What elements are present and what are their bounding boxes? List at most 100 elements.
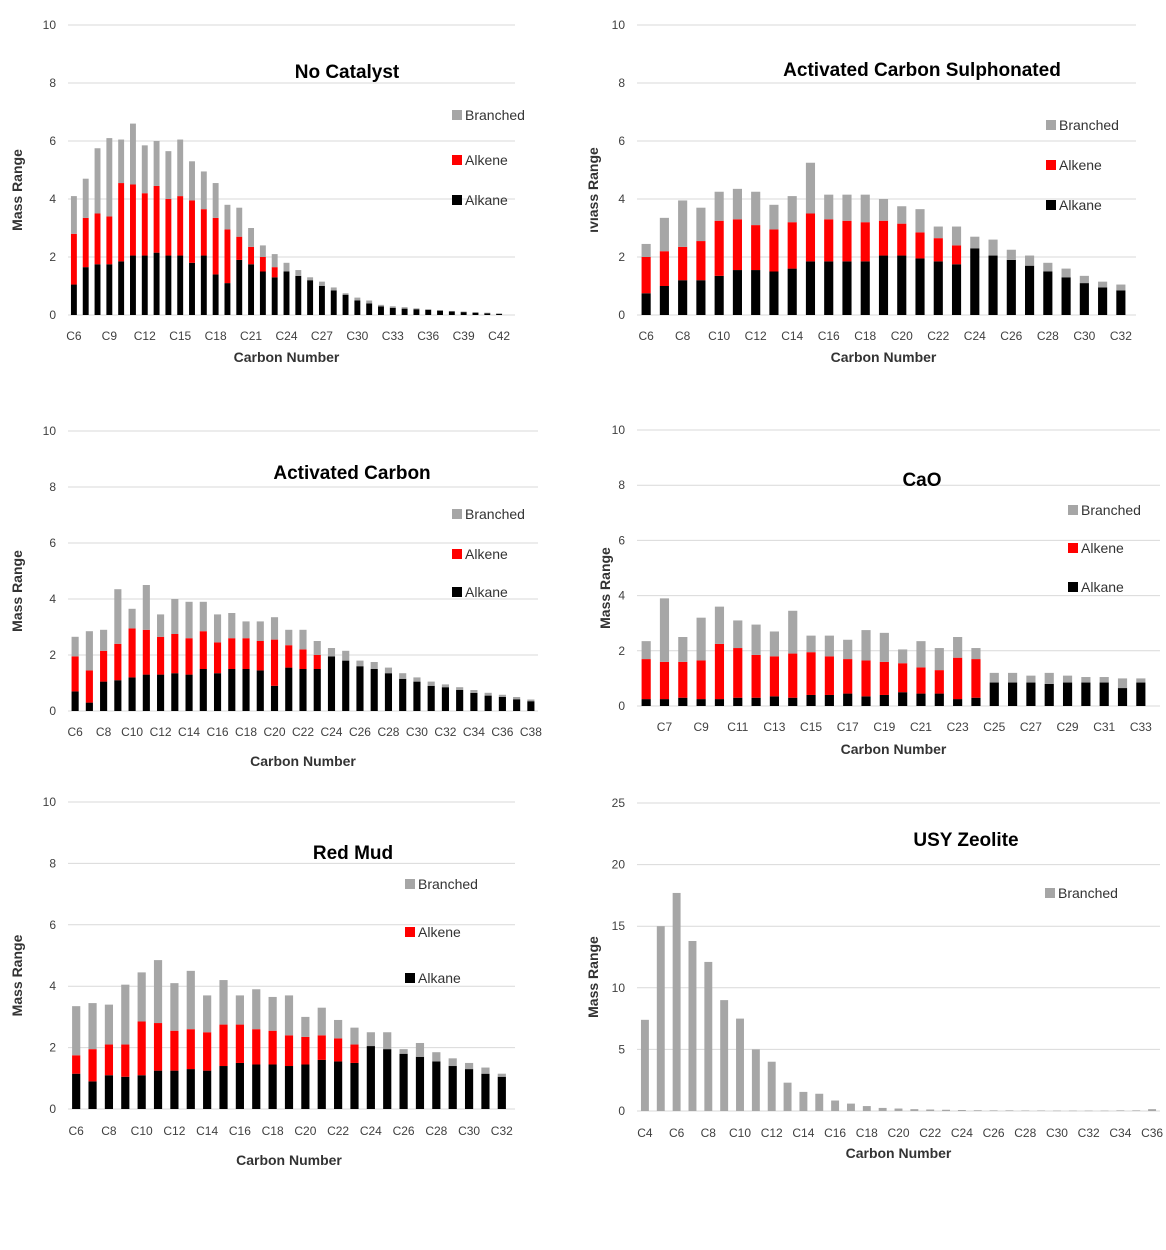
bar-branched-C15: [219, 980, 228, 1025]
bar-branched-C13: [769, 204, 779, 230]
bar-branched-C12: [157, 614, 165, 637]
x-tick-label: C12: [150, 725, 172, 739]
x-tick-label: C31: [1093, 720, 1115, 734]
bar-alkane-C9: [121, 1076, 130, 1109]
x-tick-label: C16: [229, 1124, 251, 1138]
x-tick-label: C18: [854, 329, 876, 343]
bar-branched-C21: [317, 1007, 326, 1036]
y-tick-label: 0: [49, 704, 56, 718]
bar-alkane-C33: [389, 307, 396, 315]
bar-branched-C30: [354, 297, 361, 301]
y-tick-label: 0: [618, 1104, 625, 1118]
bar-branched-C10: [714, 191, 724, 221]
bar-alkene-C10: [714, 220, 724, 276]
x-tick-label: C9: [693, 720, 709, 734]
bar-alkane-C28: [1044, 683, 1054, 706]
bar-branched-C20: [270, 617, 279, 640]
bar-branched-C26: [399, 1049, 408, 1054]
bar-alkane-C37: [437, 310, 443, 315]
bar-alkene-C18: [212, 217, 219, 275]
bar-alkene-C9: [114, 643, 122, 681]
bar-alkane-C11: [732, 270, 742, 315]
bar-alkane-C24: [283, 271, 290, 315]
bar-alkane-C16: [189, 262, 195, 315]
bar-alkane-C13: [153, 252, 160, 315]
bar-alkane-C31: [481, 1073, 490, 1109]
bar-branched-C10: [736, 1018, 744, 1111]
bar-alkene-C16: [824, 656, 834, 695]
bar-branched-C6: [672, 892, 681, 1111]
legend-swatch-alkane: [1068, 582, 1078, 592]
bar-alkene-C23: [951, 245, 962, 265]
bar-branched-C38: [448, 310, 455, 312]
bar-alkane-C39: [460, 312, 467, 315]
bar-branched-C39: [460, 311, 467, 313]
x-tick-label: C34: [463, 725, 485, 739]
x-tick-label: C8: [701, 1126, 717, 1140]
bar-alkane-C26: [307, 280, 314, 315]
bar-alkane-C17: [228, 669, 236, 711]
bar-alkane-C30: [464, 1069, 474, 1109]
x-tick-label: C6: [66, 329, 82, 343]
x-tick-label: C30: [406, 725, 428, 739]
bar-branched-C20: [236, 207, 243, 237]
bar-branched-C29: [1037, 1110, 1046, 1112]
bar-alkane-C7: [85, 702, 93, 711]
legend-label-branched: Branched: [1059, 117, 1119, 133]
bar-alkane-C14: [185, 674, 193, 711]
chart-title: USY Zeolite: [913, 830, 1018, 851]
bar-branched-C8: [100, 629, 108, 651]
bar-branched-C12: [141, 145, 148, 194]
bar-branched-C28: [1021, 1110, 1030, 1112]
bar-alkane-C11: [130, 255, 136, 315]
x-tick-label: C27: [311, 329, 333, 343]
bar-branched-C24: [366, 1032, 375, 1047]
bar-branched-C29: [448, 1058, 457, 1067]
y-axis-label: Mass Range: [597, 547, 613, 629]
bar-branched-C11: [733, 620, 743, 649]
y-tick-label: 8: [49, 856, 56, 870]
bar-branched-C25: [989, 672, 999, 683]
bar-branched-C31: [427, 681, 435, 686]
bar-branched-C27: [1005, 1110, 1014, 1111]
bar-alkane-C41: [484, 313, 491, 315]
bar-branched-C37: [437, 310, 443, 311]
bar-alkene-C18: [860, 222, 870, 262]
x-tick-label: C36: [1141, 1126, 1163, 1140]
bar-alkane-C22: [934, 693, 944, 706]
x-tick-label: C17: [837, 720, 859, 734]
bar-branched-C29: [399, 673, 407, 679]
legend-label-branched: Branched: [418, 876, 478, 892]
bar-alkane-C29: [1062, 682, 1073, 706]
bar-alkene-C14: [203, 1032, 212, 1071]
chart-panel-5: 0 5 10 15 20 25 C4 C6 C8 C10 C12 C14 C16 C18 C20 C22 C24…: [585, 796, 1163, 1161]
bar-alkene-C21: [285, 645, 293, 668]
bar-alkene-C23: [953, 657, 963, 700]
bar-branched-C28: [384, 667, 393, 674]
bar-alkene-C8: [104, 1044, 114, 1076]
bar-branched-C16: [831, 1100, 840, 1111]
bar-branched-C13: [769, 631, 779, 657]
bar-alkane-C26: [399, 1053, 408, 1109]
bar-branched-C19: [878, 1107, 887, 1111]
bar-alkane-C25: [988, 255, 998, 315]
x-axis-label: Carbon Number: [250, 753, 356, 769]
legend-swatch-alkene: [1068, 543, 1078, 553]
bar-alkane-C10: [137, 1075, 146, 1109]
bar-alkane-C12: [141, 255, 148, 315]
bar-branched-C6: [641, 243, 651, 257]
bar-alkene-C23: [313, 655, 321, 669]
y-tick-label: 10: [612, 423, 626, 437]
bar-branched-C9: [114, 589, 122, 644]
x-tick-label: C19: [873, 720, 895, 734]
bar-branched-C30: [1081, 677, 1091, 683]
x-tick-label: C32: [1078, 1126, 1100, 1140]
bar-branched-C12: [751, 624, 761, 655]
y-axis-label: Mass Range: [585, 936, 601, 1018]
bar-alkane-C11: [733, 697, 743, 706]
bar-alkane-C7: [88, 1081, 97, 1109]
bar-branched-C34: [1116, 1110, 1125, 1111]
x-tick-label: C30: [346, 329, 368, 343]
bar-branched-C22: [299, 629, 307, 650]
x-tick-label: C16: [824, 1126, 846, 1140]
